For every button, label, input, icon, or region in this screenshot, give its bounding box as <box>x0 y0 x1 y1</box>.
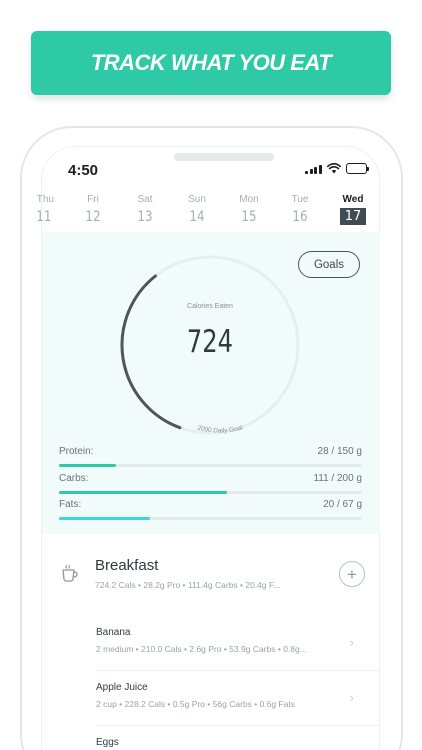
macro-progress-fill <box>59 464 116 467</box>
status-time: 4:50 <box>68 162 99 179</box>
food-name: Eggs <box>96 737 119 748</box>
day-sun[interactable]: Sun 14 <box>188 194 206 225</box>
macro-value: 28 / 150 g <box>317 446 362 457</box>
daily-summary-panel <box>42 232 380 534</box>
macro-value: 111 / 200 g <box>313 473 362 484</box>
add-food-button[interactable]: + <box>339 561 365 587</box>
phone-speaker <box>174 153 274 161</box>
day-tue[interactable]: Tue 16 <box>291 194 309 225</box>
macro-progress-track <box>59 491 362 494</box>
food-name: Banana <box>96 627 131 638</box>
promo-banner: TRACK WHAT YOU EAT <box>31 31 391 95</box>
calories-eaten-label: Calories Eaten <box>187 303 233 310</box>
meal-summary: 724.2 Cals • 28.2g Pro • 111.4g Carbs • … <box>95 580 281 590</box>
status-icons <box>305 163 369 174</box>
battery-icon <box>345 163 369 174</box>
macro-progress-track <box>59 517 362 520</box>
coffee-cup-icon <box>62 564 78 582</box>
day-fri[interactable]: Fri 12 <box>85 194 101 225</box>
chevron-right-icon: › <box>350 745 354 750</box>
day-mon[interactable]: Mon 15 <box>239 194 259 225</box>
food-details: 2 medium • 210.0 Cals • 2.6g Pro • 53.9g… <box>96 644 307 654</box>
day-thu[interactable]: Thu 11 <box>36 194 54 225</box>
macro-label: Carbs: <box>59 473 89 484</box>
plus-icon: + <box>347 564 357 584</box>
day-sat[interactable]: Sat 13 <box>137 194 153 225</box>
food-item-banana[interactable]: Banana 2 medium • 210.0 Cals • 2.6g Pro … <box>96 627 366 654</box>
food-item-apple-juice[interactable]: Apple Juice 2 cup • 228.2 Cals • 0.5g Pr… <box>96 682 366 709</box>
banner-title: TRACK WHAT YOU EAT <box>90 50 332 75</box>
macro-label: Fats: <box>59 499 82 510</box>
macro-label: Protein: <box>59 446 94 457</box>
calorie-ring-progress <box>120 274 182 430</box>
divider <box>96 725 380 726</box>
day-wed[interactable]: Wed 17 <box>333 194 373 225</box>
calorie-ring: 2000 Daily Goal <box>120 255 300 435</box>
meal-title: Breakfast <box>95 557 159 574</box>
food-name: Apple Juice <box>96 682 148 693</box>
macro-progress-fill <box>59 517 150 520</box>
chevron-right-icon: › <box>349 635 354 650</box>
macro-carbs: Carbs: 111 / 200 g <box>59 473 362 494</box>
goals-button[interactable]: Goals <box>298 251 360 278</box>
macro-protein: Protein: 28 / 150 g <box>59 446 362 467</box>
divider <box>96 670 380 671</box>
food-item-eggs[interactable]: Eggs › <box>96 737 366 750</box>
food-details: 2 cup • 228.2 Cals • 0.5g Pro • 56g Carb… <box>96 699 296 709</box>
macro-progress-fill <box>59 491 228 494</box>
wifi-icon <box>326 163 341 174</box>
macro-value: 20 / 67 g <box>323 499 362 510</box>
calories-eaten-value: 724 <box>186 324 234 360</box>
macro-progress-track <box>59 464 362 467</box>
chevron-right-icon: › <box>349 690 354 705</box>
cellular-signal-icon <box>305 164 322 174</box>
macro-fats: Fats: 20 / 67 g <box>59 499 362 520</box>
calorie-goal-label: 2000 Daily Goal <box>197 424 244 434</box>
day-selector: Thu 11 Fri 12 Sat 13 Sun 14 Mon 15 Tue 1… <box>0 194 422 230</box>
